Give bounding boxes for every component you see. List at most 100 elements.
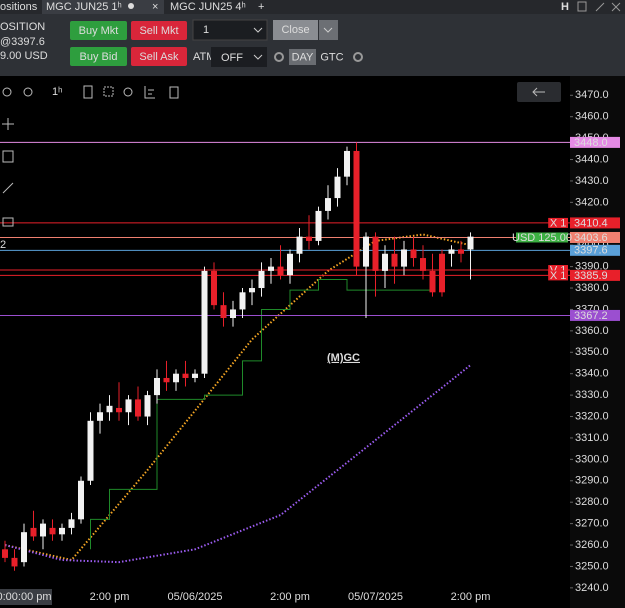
candle-body bbox=[230, 309, 236, 319]
candle-body bbox=[182, 373, 189, 378]
indicator-line bbox=[4, 233, 471, 562]
icon[interactable] bbox=[595, 2, 605, 12]
indicator-icon[interactable] bbox=[144, 86, 155, 99]
candle-body bbox=[68, 519, 75, 528]
zoom-in[interactable] bbox=[2, 87, 12, 97]
y-tick-label: 3470.0 bbox=[575, 89, 609, 101]
price-label: 3385.9 bbox=[574, 270, 608, 282]
candle-body bbox=[372, 236, 379, 271]
candle-body bbox=[382, 253, 388, 271]
add-tab[interactable]: + bbox=[258, 1, 264, 13]
settings-icon[interactable] bbox=[353, 52, 363, 62]
price-label-box bbox=[570, 136, 620, 148]
button-label[interactable]: Buy Bid bbox=[80, 51, 118, 63]
crosshair-tool[interactable] bbox=[2, 118, 14, 130]
atm-select[interactable] bbox=[211, 47, 267, 67]
settings-icon[interactable] bbox=[274, 52, 284, 62]
price-label-box bbox=[570, 217, 620, 229]
x-tick-label: 2:00 pm bbox=[90, 591, 130, 603]
quantity-input[interactable] bbox=[192, 19, 268, 41]
x-tick-label: 05/07/2025 bbox=[348, 591, 403, 603]
atm-value[interactable]: OFF bbox=[221, 52, 243, 64]
y-tick-label: 3390.0 bbox=[575, 261, 609, 273]
y-tick-label: 3420.0 bbox=[575, 196, 609, 208]
price-label-box bbox=[570, 231, 620, 243]
candle-body bbox=[268, 266, 274, 271]
y-tick-label: 3380.0 bbox=[575, 282, 609, 294]
candle-body bbox=[420, 258, 426, 271]
candle-body bbox=[239, 292, 246, 310]
candle-body bbox=[410, 249, 417, 259]
candle-icon[interactable] bbox=[83, 85, 93, 99]
order-tag-label: X 1 bbox=[550, 270, 567, 282]
candle-body bbox=[344, 150, 350, 177]
day-button[interactable] bbox=[289, 49, 316, 65]
candle-body bbox=[306, 236, 312, 241]
close-menu[interactable] bbox=[319, 20, 338, 40]
tab[interactable]: MGC JUN25 4ʰ bbox=[170, 1, 246, 13]
candle-body bbox=[325, 198, 331, 211]
candle-body bbox=[2, 549, 8, 558]
candle-body bbox=[116, 407, 122, 413]
select-icon[interactable] bbox=[103, 86, 114, 97]
note-tool[interactable] bbox=[2, 150, 14, 163]
button-label[interactable]: Buy Mkt bbox=[79, 25, 119, 37]
x-tick-label: 2:00 pm bbox=[451, 591, 491, 603]
indicator-line bbox=[90, 278, 433, 550]
button-label[interactable]: Sell Mkt bbox=[139, 25, 178, 37]
close-button[interactable] bbox=[273, 20, 318, 40]
buy-mkt-button[interactable] bbox=[70, 21, 127, 40]
header-icon[interactable]: H bbox=[561, 1, 569, 13]
buy-bid-button[interactable] bbox=[70, 47, 127, 66]
lock-tool[interactable] bbox=[2, 217, 14, 227]
interval[interactable]: 1ʰ bbox=[52, 86, 62, 98]
candle-body bbox=[401, 249, 407, 267]
candle-body bbox=[258, 270, 265, 289]
icon[interactable] bbox=[611, 2, 621, 12]
price-axis bbox=[570, 76, 625, 608]
indicator-line bbox=[4, 364, 472, 564]
candle-body bbox=[144, 395, 151, 417]
layout-icon[interactable] bbox=[169, 86, 179, 99]
time-axis bbox=[0, 588, 570, 608]
price-label-box bbox=[570, 244, 620, 256]
line-tool[interactable] bbox=[2, 182, 14, 194]
candle-body bbox=[163, 377, 170, 383]
candle-body bbox=[40, 523, 46, 537]
tab[interactable]: ositions bbox=[0, 1, 38, 13]
tif-label[interactable]: GTC bbox=[320, 51, 343, 63]
chevron[interactable] bbox=[253, 27, 263, 33]
tab[interactable]: MGC JUN25 1ʰ bbox=[46, 1, 122, 13]
zoom-out[interactable] bbox=[23, 87, 33, 97]
tif-label[interactable]: DAY bbox=[292, 51, 314, 63]
icon[interactable] bbox=[577, 1, 587, 12]
chart: 3240.0 3250.0 3260.0 3270.0 3280.0 3290.0 3300… bbox=[0, 76, 625, 608]
candle-body bbox=[125, 399, 132, 413]
settings-icon[interactable] bbox=[123, 87, 133, 97]
y-tick-label: 3430.0 bbox=[575, 175, 609, 187]
chevron[interactable] bbox=[323, 27, 333, 33]
price-label-box bbox=[570, 269, 620, 281]
tab-dot bbox=[128, 3, 134, 9]
candle-body bbox=[315, 210, 322, 241]
tab-close[interactable]: × bbox=[152, 1, 158, 13]
sell-mkt-button[interactable] bbox=[131, 21, 187, 40]
y-tick-label: 3320.0 bbox=[575, 410, 609, 422]
candle-body bbox=[220, 305, 227, 319]
price-label: 3403.6 bbox=[574, 232, 608, 244]
candle-body bbox=[458, 249, 464, 254]
price-label: 3367.2 bbox=[574, 310, 608, 322]
active-tab[interactable] bbox=[42, 0, 164, 14]
order-tag bbox=[548, 265, 568, 276]
candle-body bbox=[106, 405, 113, 413]
chevron[interactable] bbox=[253, 54, 263, 60]
back-arrow[interactable] bbox=[532, 87, 545, 97]
sell-ask-button[interactable] bbox=[131, 47, 187, 66]
y-tick-label: 3300.0 bbox=[575, 453, 609, 465]
close-label[interactable]: Close bbox=[281, 24, 309, 36]
candle-body bbox=[201, 270, 208, 374]
button-label[interactable]: Sell Ask bbox=[139, 51, 179, 63]
quantity[interactable]: 1 bbox=[203, 24, 209, 36]
order-tag bbox=[548, 270, 568, 281]
